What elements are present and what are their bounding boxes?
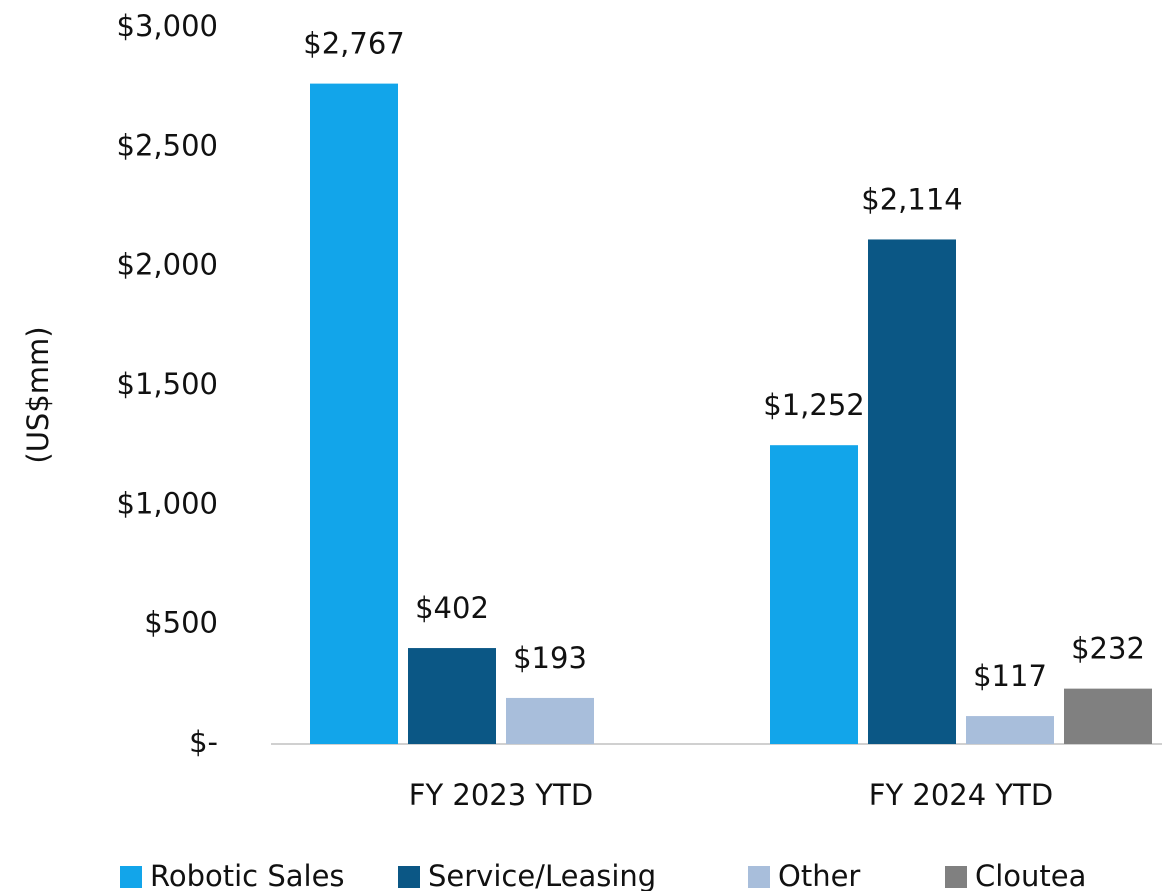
y-tick-label: $1,500 [117,367,218,401]
data-label: $2,767 [303,27,404,61]
legend-swatch [945,866,967,888]
x-tick-label: FY 2023 YTD [409,778,593,812]
x-tick-label: FY 2024 YTD [869,778,1053,812]
data-label: $2,114 [861,182,962,216]
y-tick-label: $1,000 [117,486,218,520]
legend-swatch [120,866,142,888]
data-label: $1,252 [763,388,864,422]
legend-label: Robotic Sales [150,859,345,891]
bar [1064,688,1152,744]
y-tick-label: $2,500 [117,128,218,162]
bar [770,445,858,744]
y-axis-label: (US$mm) [21,326,55,463]
y-tick-label: $- [189,725,218,759]
y-tick-label: $500 [144,606,218,640]
data-label: $402 [415,591,489,625]
legend-label: Other [778,859,860,891]
bar [310,83,398,745]
bar [868,239,956,744]
bar [506,697,594,744]
y-tick-label: $2,000 [117,248,218,282]
legend-label: Cloutea [975,859,1086,891]
bar [408,648,496,744]
data-label: $193 [513,641,587,675]
data-label: $232 [1071,632,1145,666]
legend-swatch [398,866,420,888]
data-label: $117 [973,659,1047,693]
legend-label: Service/Leasing [428,859,656,891]
y-tick-label: $3,000 [117,9,218,43]
bar [966,716,1054,744]
legend-swatch [748,866,770,888]
